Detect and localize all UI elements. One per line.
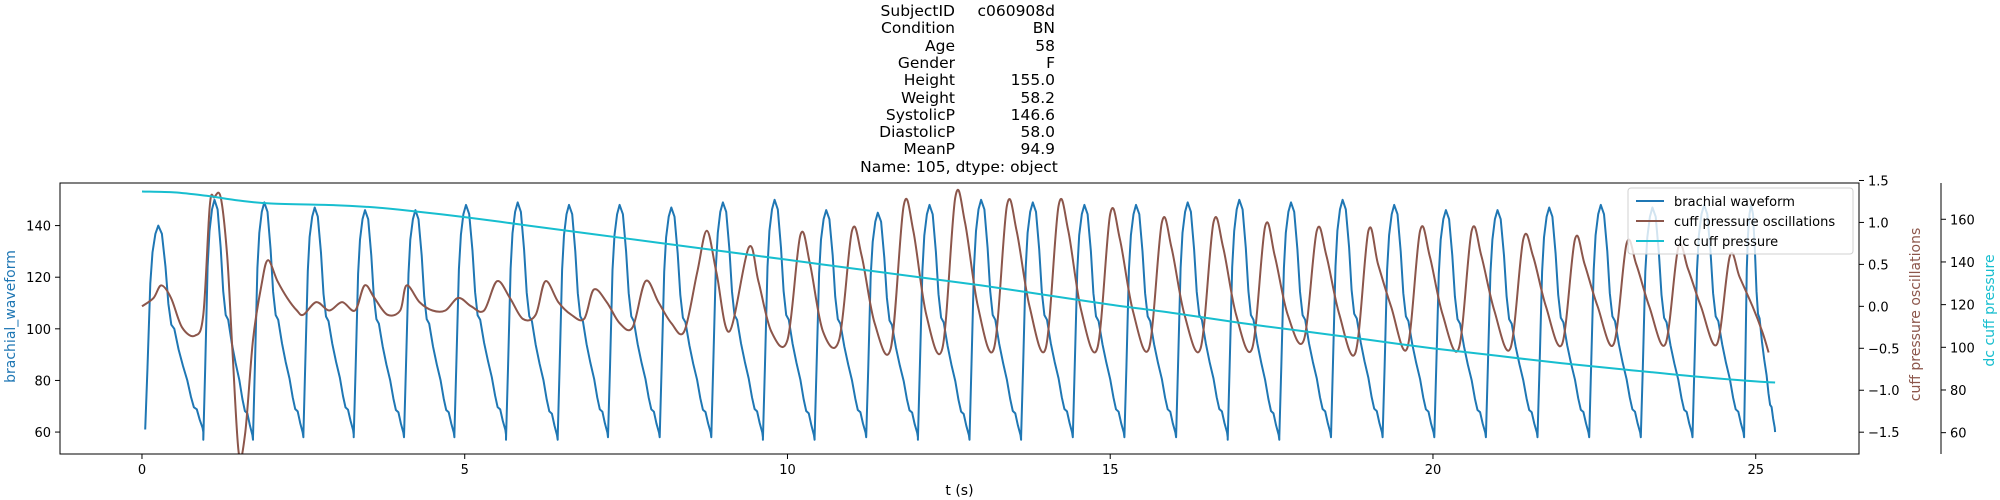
title-value: 155.0 [1010,71,1055,90]
title-line-condition: Condition BN [0,19,2000,37]
title-key: SubjectID [880,2,955,20]
right2-y-tick-label: 140 [1950,256,1975,271]
title-key: SystolicP [885,105,955,124]
x-tick-label: 15 [1102,463,1119,478]
right1-y-tick-label: 1.5 [1868,174,1889,189]
title-line-subjectid: SubjectID c060908d [0,2,2000,20]
title-value: F [1046,53,1055,72]
right2-y-tick-label: 120 [1950,299,1975,314]
title-line-gender: Gender F [0,54,2000,72]
title-key: Weight [900,88,955,107]
left-y-axis-label: brachial_waveform [3,250,19,383]
title-value: 94.9 [1020,140,1055,159]
left-y-tick-label: 120 [26,271,51,286]
title-value: 58 [1035,36,1055,55]
right2-y-tick-label: 80 [1950,384,1967,399]
title-value: 58.0 [1020,123,1055,142]
title-key: DiastolicP [879,123,955,142]
title-line-weight: Weight 58.2 [0,89,2000,107]
legend-label: cuff pressure oscillations [1674,215,1835,230]
x-tick-label: 20 [1425,463,1442,478]
title-line-meanp: MeanP 94.9 [0,140,2000,158]
left-y-tick-label: 140 [26,220,51,235]
right2-y-tick-label: 100 [1950,341,1975,356]
right2-y-axis-label: dc cuff pressure [1982,254,1998,366]
axes-group: 0 5 10 15 20 25 t (s) 60 80 100 120 140 brachial_wav… [3,174,1998,499]
title-key: Condition [881,19,955,38]
right1-y-tick-label: −0.5 [1868,342,1900,357]
right1-y-tick-label: 1.0 [1868,216,1889,231]
title-footer: Name: 105, dtype: object [860,157,1058,176]
title-line-age: Age 58 [0,37,2000,55]
right1-y-tick-label: −1.5 [1868,426,1900,441]
title-key: MeanP [903,140,955,159]
title-key: Gender [897,53,955,72]
title-value: 146.6 [1010,105,1055,124]
chart-legend: brachial waveform cuff pressure oscillati… [1627,187,1854,255]
series-group [141,188,1777,454]
right2-y-tick-label: 60 [1950,427,1967,442]
x-axis-label: t (s) [945,483,973,499]
plot-frame [59,182,1860,455]
title-value: 58.2 [1020,88,1055,107]
legend-label: dc cuff pressure [1674,235,1778,250]
left-y-tick-label: 60 [34,426,51,441]
x-tick-label: 25 [1747,463,1764,478]
x-tick-label: 0 [138,463,146,478]
x-tick-label: 5 [461,463,469,478]
right1-y-axis-label: cuff pressure oscillations [1908,228,1924,402]
title-line-diastolicp: DiastolicP 58.0 [0,123,2000,141]
right1-y-tick-label: −1.0 [1868,384,1900,399]
x-tick-label: 10 [779,463,796,478]
title-line-systolicp: SystolicP 146.6 [0,106,2000,124]
series-dc-cuff-pressure [141,190,1776,384]
right1-y-tick-label: 0.0 [1868,300,1889,315]
series-cuff-pressure-oscillations [141,188,1770,454]
title-value: c060908d [977,2,1055,20]
legend-box [1627,187,1854,255]
legend-label: brachial waveform [1674,195,1795,210]
left-y-tick-label: 100 [26,323,51,338]
title-line-height: Height 155.0 [0,71,2000,89]
right1-y-tick-label: 0.5 [1868,258,1889,273]
title-value: BN [1032,19,1055,38]
title-key: Age [925,36,955,55]
left-y-tick-label: 80 [34,374,51,389]
series-brachial-waveform [144,198,1777,441]
title-key: Height [903,71,955,90]
right2-y-tick-label: 160 [1950,213,1975,228]
